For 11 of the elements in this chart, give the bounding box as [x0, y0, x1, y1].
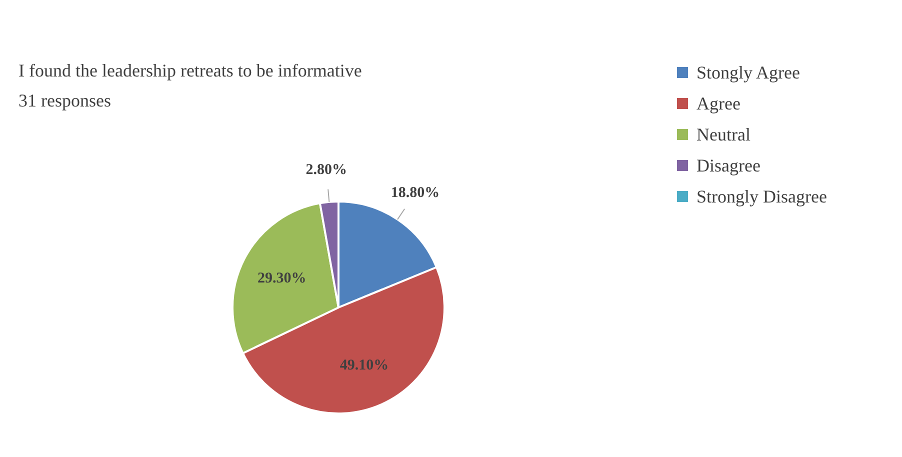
data-label: 29.30%	[258, 270, 306, 286]
chart-title: I found the leadership retreats to be informative	[18, 60, 362, 80]
data-label: 49.10%	[340, 358, 389, 374]
data-label: 18.80%	[390, 185, 440, 202]
legend-label: Stongly Agree	[696, 62, 800, 82]
legend-label: Agree	[696, 94, 740, 114]
legend-label: Disagree	[696, 156, 760, 176]
legend-label: Strongly Disagree	[696, 186, 827, 206]
legend-label: Neutral	[696, 124, 750, 144]
data-label: 2.80%	[306, 162, 348, 178]
text: 31 responses	[18, 90, 111, 110]
